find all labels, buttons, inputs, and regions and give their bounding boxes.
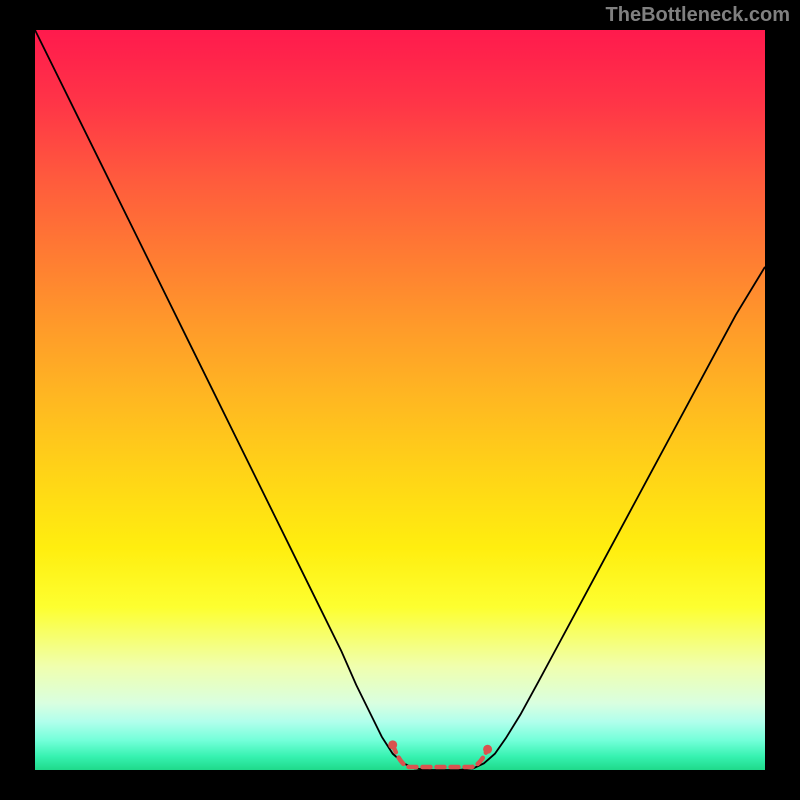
chart-container: { "watermark": { "text": "TheBottleneck.… — [0, 0, 800, 800]
plot-background — [35, 30, 765, 770]
watermark-text: TheBottleneck.com — [606, 4, 790, 27]
chart-svg — [0, 0, 800, 800]
